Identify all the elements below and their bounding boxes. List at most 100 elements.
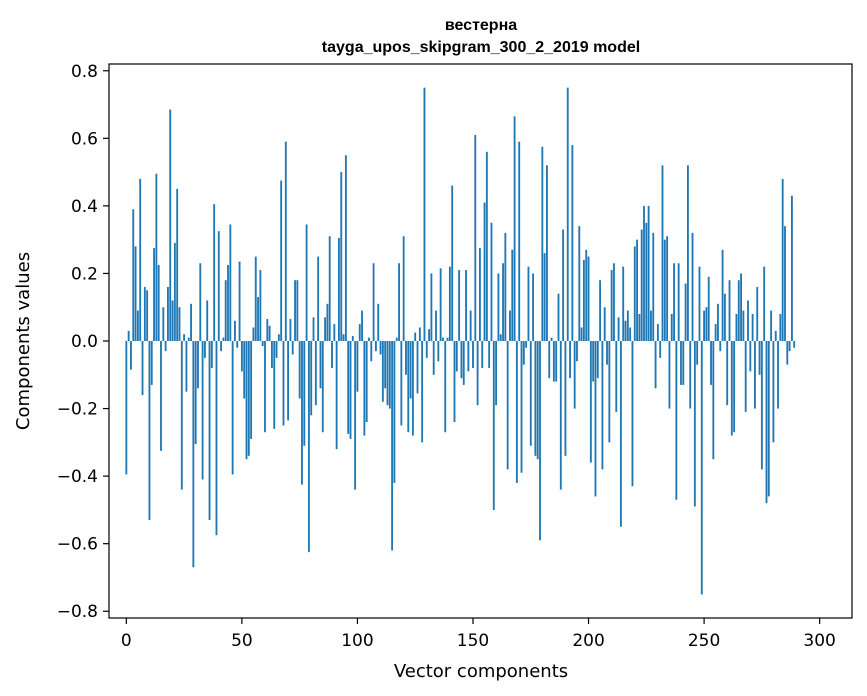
bar (284, 141, 287, 341)
bar (264, 341, 266, 433)
bar (624, 320, 627, 341)
bar (301, 341, 303, 485)
bar (130, 341, 132, 370)
bar (603, 307, 606, 341)
bar (744, 341, 747, 412)
bar (673, 263, 675, 341)
bar (342, 334, 345, 341)
bar (321, 341, 324, 433)
bar (670, 313, 673, 341)
bar (231, 341, 234, 475)
bar (758, 341, 761, 375)
bar (483, 202, 486, 341)
bar (203, 341, 206, 358)
bar (788, 341, 791, 352)
bar (481, 341, 484, 369)
bar (442, 337, 444, 341)
bar (402, 236, 405, 341)
bar (777, 341, 779, 409)
bar (428, 329, 430, 341)
bar (462, 341, 465, 385)
bar (555, 341, 558, 382)
bar (197, 341, 199, 389)
bar (266, 319, 269, 341)
x-tick-label: 50 (231, 631, 253, 651)
bar (312, 317, 315, 341)
bar (287, 341, 290, 421)
bar (548, 341, 551, 379)
bar (155, 173, 158, 341)
bar (582, 259, 585, 341)
bar (534, 341, 537, 456)
bar (569, 341, 571, 379)
bar (305, 224, 308, 341)
bar (141, 341, 144, 396)
bar (148, 341, 151, 521)
bar (418, 327, 421, 341)
y-tick-label: 0.4 (71, 197, 98, 217)
bar (490, 222, 493, 341)
bar (689, 341, 692, 409)
bar (520, 341, 523, 473)
bar (643, 205, 645, 341)
bar (405, 341, 407, 375)
bar (636, 239, 638, 341)
bar (215, 341, 218, 536)
bar (217, 231, 220, 341)
bar (344, 155, 347, 341)
bar (307, 341, 310, 553)
bar (451, 185, 454, 341)
bar (409, 341, 412, 399)
bar (497, 273, 500, 341)
bar (333, 324, 336, 341)
bar (652, 232, 655, 341)
bar (509, 310, 511, 341)
bar (668, 341, 671, 409)
bar (587, 256, 590, 341)
bar (236, 341, 239, 348)
bar (492, 341, 495, 510)
bar (250, 341, 253, 439)
bar (125, 341, 128, 475)
bar (784, 226, 786, 341)
bar (240, 341, 243, 372)
bar (277, 334, 280, 341)
bar (210, 341, 213, 369)
bar (372, 263, 375, 341)
bar (675, 341, 678, 500)
bar (185, 341, 188, 392)
chart-subtitle: tayga_upos_skipgram_300_2_2019 model (322, 39, 640, 56)
bar (790, 195, 793, 341)
bar (282, 341, 285, 426)
bar (448, 266, 451, 341)
bar (721, 249, 724, 341)
bar (774, 330, 777, 341)
bar (633, 246, 636, 341)
bar (411, 341, 414, 436)
bar (557, 293, 560, 341)
bar (474, 134, 477, 341)
bar (395, 337, 398, 341)
bar (469, 310, 472, 341)
bar (601, 341, 604, 470)
bar (663, 239, 666, 341)
y-tick-label: −0.6 (57, 535, 98, 555)
bar (294, 280, 296, 341)
bar (257, 297, 259, 341)
bar (751, 313, 754, 341)
bar (740, 273, 742, 341)
bar (340, 172, 343, 341)
bar (730, 341, 733, 436)
bar (559, 341, 562, 490)
bar (229, 224, 232, 341)
bar (594, 341, 597, 497)
bar (522, 341, 525, 365)
bar (666, 236, 669, 341)
bar (737, 280, 740, 341)
bar (208, 341, 211, 521)
bar (139, 178, 142, 341)
bar (760, 341, 763, 470)
bar (465, 270, 467, 341)
bar (243, 341, 246, 399)
